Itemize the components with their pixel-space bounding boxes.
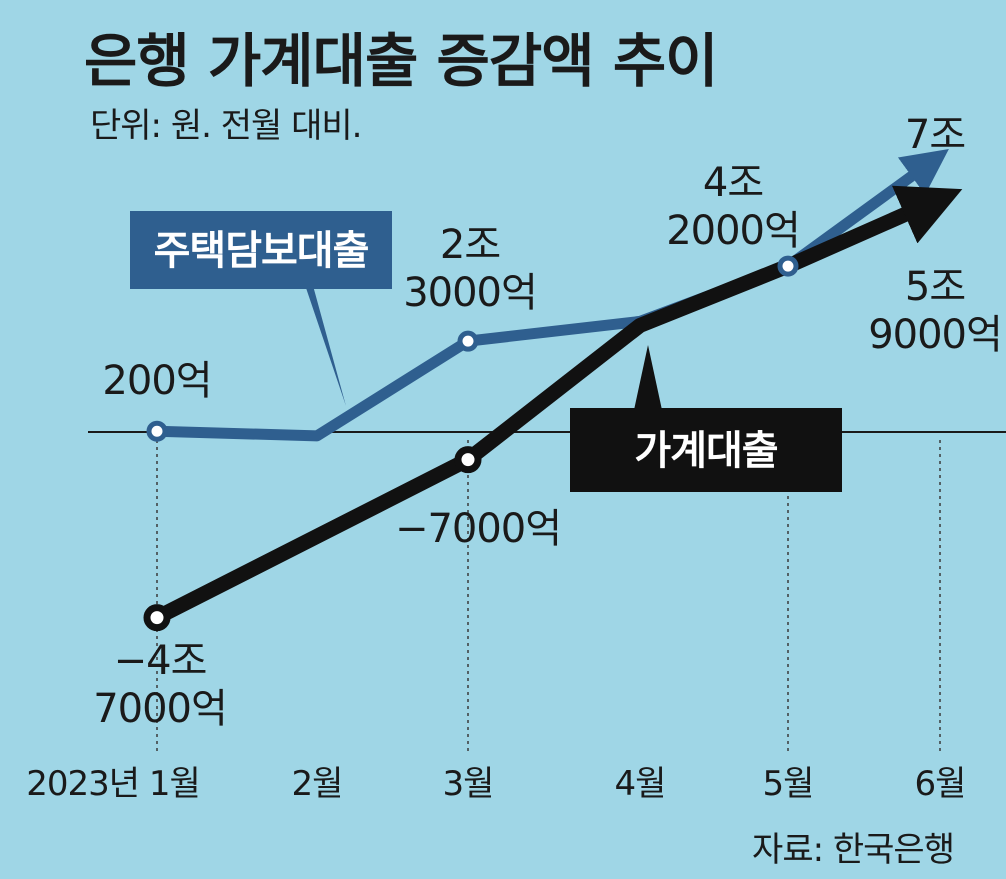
data-point-1 [457, 330, 479, 352]
x-tick-label-2: 3월 [443, 764, 494, 804]
data-label-6-0: 5조 [905, 264, 965, 310]
data-label-1-1: 3000억 [403, 270, 537, 316]
chart-subtitle: 단위: 원. 전월 대비. [90, 106, 362, 146]
data-label-2-1: 2000억 [666, 208, 800, 254]
x-tick-label-4: 5월 [763, 764, 814, 804]
mortgage-pointer [268, 282, 346, 406]
data-label-5-0: −7000억 [395, 506, 561, 552]
mortgage-legend-box [130, 211, 392, 289]
data-label-6-1: 9000억 [868, 312, 1002, 358]
data-label-4-0: −4조 [114, 638, 207, 684]
series-line-household [149, 185, 963, 626]
data-label-1-0: 2조 [440, 222, 500, 268]
data-label-3-0: 7조 [905, 112, 965, 158]
data-point-2 [777, 255, 799, 277]
household-legend-label: 가계대출 [634, 428, 777, 474]
household-pointer [634, 345, 662, 410]
x-tick-label-3: 4월 [615, 764, 666, 804]
source-note: 자료: 한국은행 [752, 830, 955, 870]
x-tick-label-0: 2023년 1월 [26, 764, 200, 804]
data-label-0-0: 200억 [102, 358, 211, 404]
data-point-4 [454, 446, 482, 474]
x-tick-label-1: 2월 [292, 764, 343, 804]
data-point-0 [146, 420, 168, 442]
household-legend-box [570, 408, 842, 492]
x-tick-label-5: 6월 [915, 764, 966, 804]
chart-title: 은행 가계대출 증감액 추이 [84, 27, 719, 95]
data-point-3 [143, 604, 171, 632]
mortgage-legend-label: 주택담보대출 [154, 228, 369, 274]
data-label-4-1: 7000억 [93, 686, 227, 732]
data-label-2-0: 4조 [703, 160, 763, 206]
